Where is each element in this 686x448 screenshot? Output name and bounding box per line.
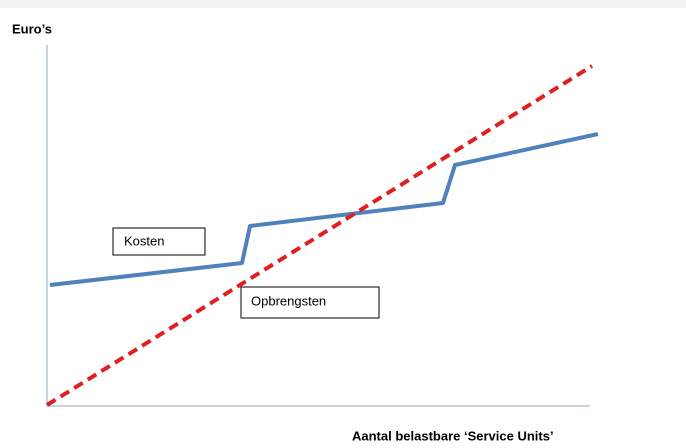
y-axis-label: Euro’s [12, 21, 52, 36]
x-axis-label: Aantal belastbare ‘Service Units’ [352, 428, 554, 443]
cost-line [49, 132, 599, 287]
top-band [0, 0, 686, 8]
revenue-line [45, 64, 594, 407]
costs-label: Kosten [124, 233, 164, 248]
revenue-label-box [240, 286, 380, 319]
revenue-label: Opbrengsten [251, 293, 326, 308]
costs-label-box [112, 227, 206, 256]
